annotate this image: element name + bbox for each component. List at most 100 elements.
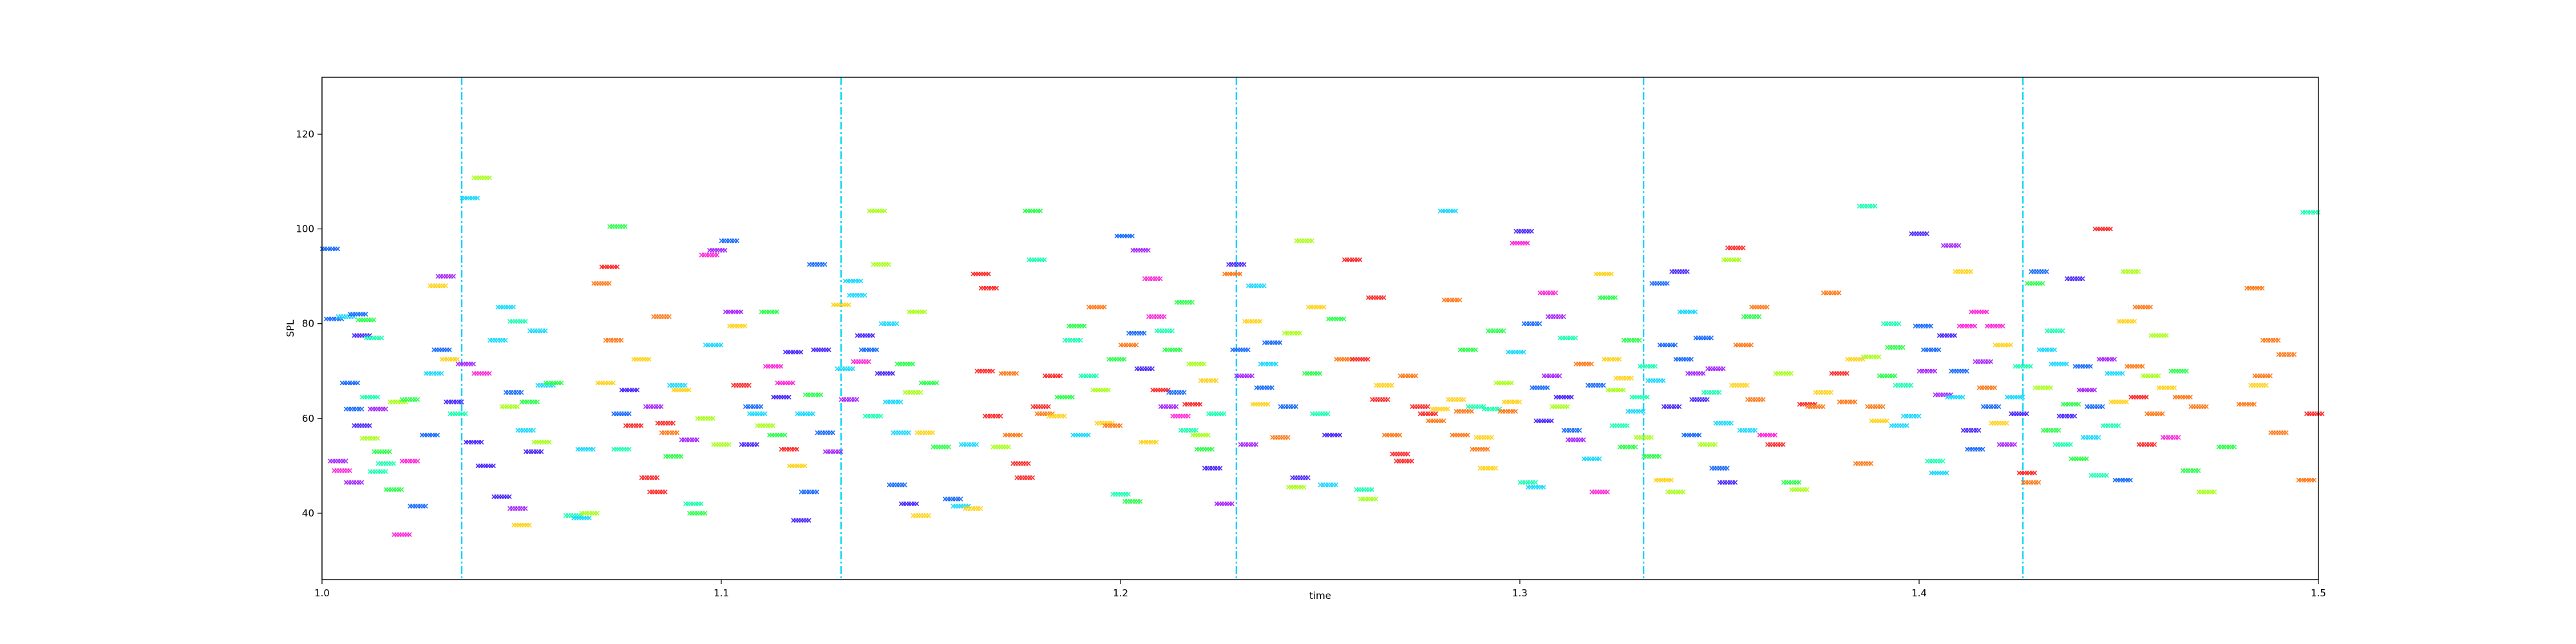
data-point	[1122, 498, 1143, 504]
x-tick-label: 1.5	[2311, 587, 2326, 599]
data-point	[1980, 404, 2002, 410]
data-point	[2029, 269, 2049, 274]
data-point	[579, 511, 600, 516]
data-point	[1102, 423, 1123, 428]
data-point	[902, 390, 923, 395]
data-point	[1318, 482, 1339, 488]
data-point	[799, 489, 820, 495]
data-point	[971, 271, 991, 277]
data-point	[1889, 423, 1909, 428]
data-point	[2196, 489, 2217, 495]
data-point	[1805, 404, 1826, 410]
data-point	[1226, 261, 1247, 267]
data-point	[363, 335, 384, 341]
data-point	[2300, 209, 2321, 215]
data-point	[1709, 466, 1730, 471]
data-point	[1246, 283, 1267, 289]
data-point	[343, 480, 365, 485]
data-point	[1374, 383, 1394, 388]
data-point	[835, 366, 855, 372]
data-point	[1553, 394, 1574, 400]
data-point	[1601, 357, 1622, 362]
data-point	[1773, 371, 1794, 376]
data-point	[2112, 477, 2133, 483]
vertical-markers	[460, 77, 2024, 580]
data-point	[1517, 480, 1539, 485]
data-point	[1186, 361, 1207, 366]
data-point	[431, 347, 452, 352]
data-point	[2156, 385, 2177, 390]
data-point	[2045, 328, 2065, 334]
data-point	[2020, 480, 2041, 485]
y-axis-ticks: 40 60 80 100 120	[296, 128, 322, 519]
data-point	[488, 337, 508, 343]
data-point	[1242, 319, 1263, 324]
data-point	[1002, 432, 1023, 438]
data-point	[2236, 401, 2257, 407]
plot-area	[322, 77, 2318, 580]
data-point	[898, 501, 920, 507]
data-point	[1920, 347, 1942, 352]
data-point	[1497, 409, 1519, 414]
data-point	[1354, 487, 1374, 492]
y-tick-label: 40	[302, 507, 314, 519]
data-point	[495, 305, 516, 310]
data-point	[339, 380, 361, 386]
data-point	[1937, 333, 1958, 338]
data-point	[599, 264, 620, 270]
data-point	[1925, 459, 1946, 464]
data-point	[2069, 456, 2089, 462]
data-point	[1589, 489, 1610, 495]
data-point	[671, 387, 692, 393]
data-point	[815, 430, 835, 435]
data-point	[862, 413, 884, 419]
data-point	[962, 506, 983, 511]
data-point	[1114, 233, 1135, 239]
data-point	[1086, 305, 1107, 310]
data-point	[1701, 390, 1722, 395]
data-point	[1397, 373, 1419, 379]
data-point	[2116, 319, 2137, 324]
y-tick-label: 100	[296, 223, 314, 234]
data-point	[383, 487, 404, 492]
data-point	[359, 435, 381, 441]
data-point	[907, 309, 927, 315]
data-point	[1358, 497, 1379, 502]
data-point	[855, 333, 875, 338]
data-point	[1713, 421, 1734, 426]
x-tick-label: 1.0	[314, 587, 330, 599]
data-point	[1705, 366, 1726, 372]
data-point	[1649, 281, 1670, 286]
data-point	[1893, 383, 1913, 388]
data-point	[372, 449, 392, 455]
data-point	[1717, 480, 1738, 485]
data-point	[2248, 383, 2269, 388]
data-point	[1450, 432, 1470, 438]
data-point	[1869, 418, 1889, 424]
data-point	[1350, 357, 1370, 362]
data-point	[1653, 477, 1674, 483]
data-point	[1310, 411, 1331, 417]
data-point	[1885, 345, 1906, 350]
data-point	[1258, 361, 1279, 366]
data-point	[1473, 435, 1494, 440]
y-tick-label: 60	[302, 413, 314, 424]
data-point	[591, 281, 612, 286]
data-point	[2092, 226, 2113, 232]
data-point	[2036, 347, 2058, 352]
data-point	[1741, 314, 1762, 319]
data-point	[2072, 364, 2093, 369]
data-point	[1110, 491, 1131, 497]
data-point	[1457, 347, 1479, 352]
data-point	[2140, 373, 2161, 379]
data-point	[958, 442, 980, 448]
data-point	[1685, 371, 1706, 376]
data-point	[355, 317, 376, 323]
data-point	[1170, 413, 1191, 419]
data-point	[1426, 418, 1446, 424]
data-point	[1749, 305, 1770, 310]
x-tick-label: 1.3	[1512, 587, 1528, 599]
data-point	[727, 323, 748, 329]
data-point	[2136, 442, 2157, 448]
data-point	[2252, 373, 2273, 379]
